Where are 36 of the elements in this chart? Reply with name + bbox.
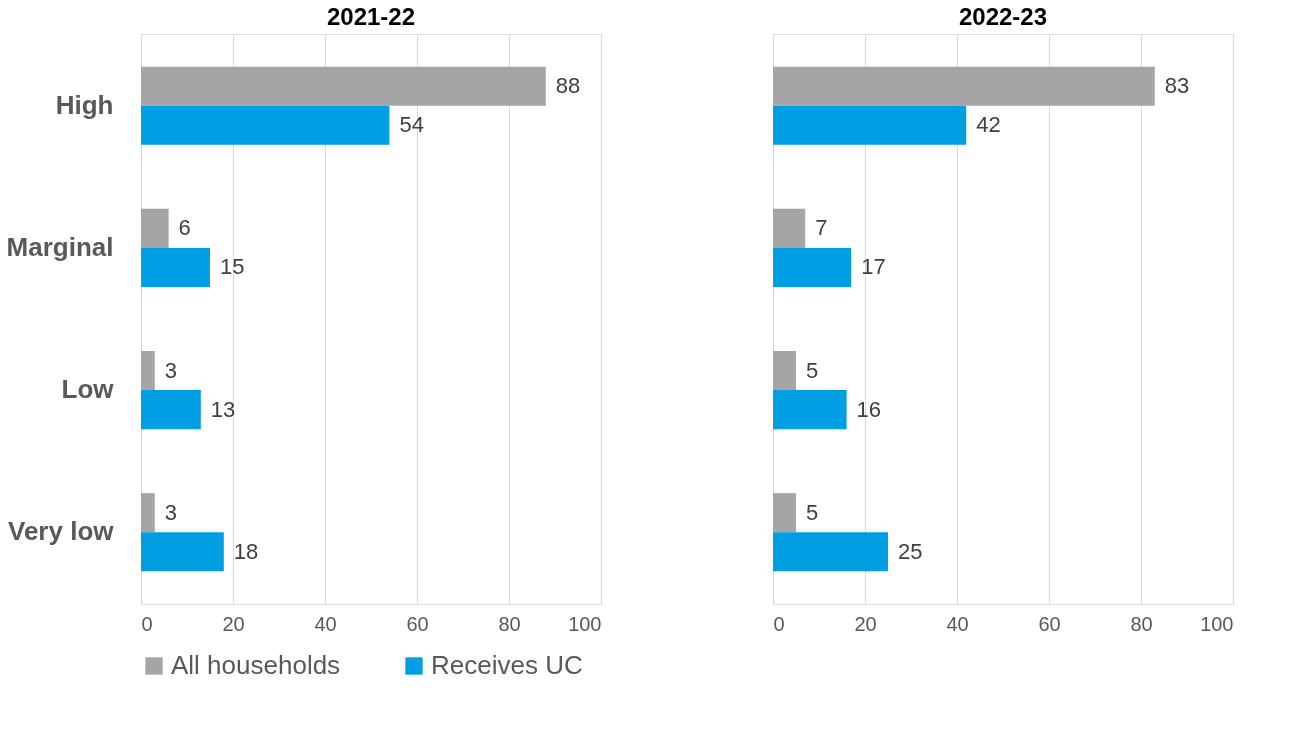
- data-label: 54: [399, 112, 424, 138]
- data-label: 5: [806, 357, 819, 383]
- data-label: 7: [815, 215, 828, 241]
- data-label: 16: [856, 396, 882, 422]
- y-tick-label: High: [55, 89, 114, 120]
- x-tick-label: 80: [1130, 612, 1153, 635]
- data-label: 88: [555, 73, 581, 99]
- y-tick-label: Low: [61, 374, 115, 405]
- data-label: 83: [1164, 73, 1190, 99]
- data-label: 42: [976, 112, 1001, 138]
- x-tick-label: 100: [568, 612, 602, 635]
- legend-label: All households: [171, 650, 341, 680]
- data-label: 3: [164, 357, 178, 383]
- legend-label: Receives UC: [431, 650, 583, 680]
- x-tick-label: 0: [773, 612, 785, 635]
- data-label: 13: [210, 396, 236, 422]
- x-tick-label: 20: [222, 612, 245, 635]
- y-tick-label: Marginal: [6, 231, 114, 262]
- x-tick-label: 20: [854, 612, 877, 635]
- x-tick-label: 100: [1200, 612, 1234, 635]
- x-tick-label: 60: [1038, 612, 1061, 635]
- chart-title: 2022-23: [958, 3, 1048, 30]
- x-tick-label: 40: [314, 612, 337, 635]
- data-label: 25: [898, 538, 923, 564]
- x-tick-label: 80: [498, 612, 521, 635]
- data-label: 3: [164, 499, 178, 525]
- y-tick-label: Very low: [8, 516, 115, 547]
- data-label: 15: [220, 254, 245, 280]
- x-tick-label: 0: [141, 612, 153, 635]
- chart-title: 2021-22: [326, 3, 416, 30]
- data-label: 5: [806, 499, 819, 525]
- data-label: 18: [233, 538, 259, 564]
- data-label: 6: [178, 215, 191, 241]
- x-tick-label: 40: [946, 612, 969, 635]
- data-label: 17: [861, 254, 886, 280]
- x-tick-label: 60: [406, 612, 429, 635]
